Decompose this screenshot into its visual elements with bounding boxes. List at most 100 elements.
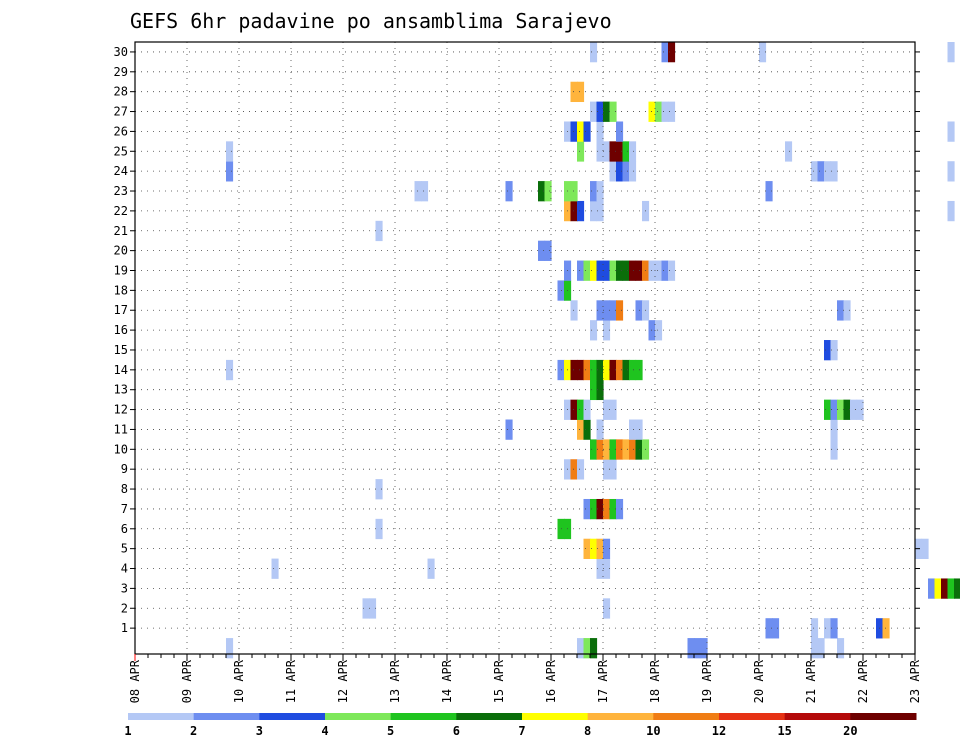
- heatmap-cell: [668, 260, 676, 281]
- heatmap-cell: [590, 181, 598, 202]
- heatmap-cell: [583, 399, 591, 420]
- y-tick-label: 17: [114, 303, 128, 317]
- x-tick-label: 18 APR: [648, 659, 662, 703]
- legend-label: 6: [453, 724, 460, 738]
- legend-swatch: [587, 713, 654, 720]
- legend-swatch: [390, 713, 457, 720]
- y-tick-label: 8: [121, 482, 128, 496]
- x-tick-label: 10 APR: [232, 659, 246, 703]
- heatmap-cell: [596, 558, 604, 579]
- heatmap-cell: [947, 42, 955, 63]
- y-tick-label: 12: [114, 403, 128, 417]
- y-tick-label: 16: [114, 323, 128, 337]
- legend-swatch: [719, 713, 786, 720]
- heatmap-cell: [427, 558, 435, 579]
- legend-swatch: [259, 713, 326, 720]
- heatmap-cell: [603, 260, 611, 281]
- y-tick-label: 20: [114, 244, 128, 258]
- heatmap-cell: [577, 459, 585, 480]
- y-tick-label: 22: [114, 204, 128, 218]
- heatmap-cell: [954, 578, 960, 599]
- y-tick-label: 25: [114, 144, 128, 158]
- legend-swatch: [850, 713, 917, 720]
- y-tick-label: 21: [114, 224, 128, 238]
- legend-swatch: [128, 713, 195, 720]
- heatmap-cell: [603, 598, 611, 619]
- heatmap-cell: [824, 399, 832, 420]
- x-tick-label: 22 APR: [856, 659, 870, 703]
- heatmap-cell: [609, 141, 617, 162]
- legend-swatch: [653, 713, 720, 720]
- heatmap-cell: [577, 638, 585, 659]
- heatmap-cell: [655, 101, 663, 122]
- heatmap-cell: [603, 498, 611, 520]
- heatmap-cell: [583, 538, 591, 559]
- heatmap-cell: [544, 181, 552, 202]
- heatmap-cell: [609, 300, 617, 321]
- heatmap-cell: [616, 141, 624, 162]
- heatmap-cell: [375, 479, 383, 500]
- heatmap-cell: [661, 260, 669, 281]
- legend-label: 2: [190, 724, 197, 738]
- y-tick-label: 5: [121, 542, 128, 556]
- heatmap-cell: [590, 439, 598, 460]
- heatmap-cell: [785, 141, 793, 162]
- heatmap-cell: [700, 638, 708, 659]
- x-tick-label: 17 APR: [596, 659, 610, 703]
- heatmap-cell: [570, 459, 578, 480]
- heatmap-cell: [570, 300, 578, 321]
- heatmap-cell: [362, 598, 370, 619]
- heatmap-cell: [817, 161, 825, 182]
- heatmap-cell: [590, 638, 598, 659]
- legend-label: 3: [256, 724, 263, 738]
- heatmap-cell: [850, 399, 858, 420]
- heatmap-cell: [609, 439, 617, 460]
- x-tick-label: 19 APR: [700, 659, 714, 703]
- heatmap-cell: [668, 101, 676, 122]
- heatmap-cell: [648, 260, 656, 281]
- x-tick-label: 23 APR: [908, 659, 922, 703]
- heatmap-cell: [271, 558, 279, 579]
- heatmap-cell: [622, 359, 630, 381]
- y-tick-label: 14: [114, 363, 128, 377]
- x-tick-label: 20 APR: [752, 659, 766, 703]
- heatmap-cell: [375, 220, 383, 242]
- heatmap-cell: [824, 161, 832, 182]
- y-tick-label: 3: [121, 581, 128, 595]
- x-axis: 08 APR 09 APR 10 APR 11 APR 12 APR 13 APR 14 A…: [128, 654, 922, 703]
- heatmap-cell: [837, 300, 845, 321]
- heatmap-cell: [759, 42, 767, 63]
- heatmap-cell: [830, 399, 838, 420]
- x-tick-label: 09 APR: [180, 659, 194, 703]
- legend-label: 12: [712, 724, 726, 738]
- heatmap-cell: [590, 101, 598, 122]
- heatmap-cell: [570, 359, 578, 381]
- heatmap-cell: [421, 181, 429, 202]
- heatmap-cell: [596, 538, 604, 559]
- heatmap-cell: [226, 638, 234, 659]
- heatmap-cell: [596, 379, 604, 401]
- heatmap-cell: [817, 638, 825, 659]
- heatmap-cell: [947, 161, 955, 182]
- heatmap-cell: [830, 340, 838, 361]
- heatmap-cell: [596, 101, 604, 122]
- heatmap-cell: [609, 498, 617, 520]
- y-axis: 1234567891011121314151617181920212223242…: [114, 45, 920, 635]
- heatmap-cell: [687, 638, 695, 659]
- heatmap-cell: [772, 618, 780, 639]
- heatmap-cell: [596, 260, 604, 281]
- heatmap-cell: [369, 598, 377, 619]
- y-tick-label: 1: [121, 621, 128, 635]
- heatmap-cell: [577, 200, 585, 222]
- heatmap-cell: [609, 459, 617, 480]
- heatmap-cell: [843, 300, 851, 321]
- heatmap-cell: [583, 260, 591, 281]
- y-tick-label: 26: [114, 124, 128, 138]
- heatmap-cell: [629, 141, 637, 162]
- legend-label: 10: [646, 724, 660, 738]
- x-tick-label: 21 APR: [804, 659, 818, 703]
- heatmap-cell: [609, 101, 617, 122]
- heatmap-cell: [629, 260, 637, 281]
- legend-label: 8: [584, 724, 591, 738]
- color-legend: 1 2 3 4 5 6 7 8 10 12 15 20: [124, 713, 917, 738]
